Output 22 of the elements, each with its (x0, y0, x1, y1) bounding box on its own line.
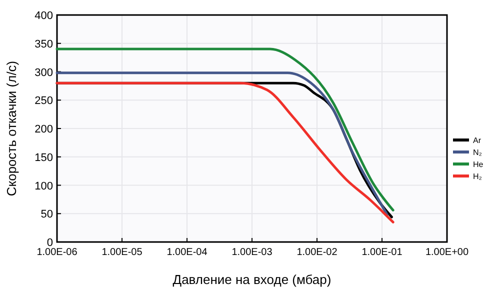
y-tick-label: 250 (34, 95, 53, 108)
x-tick-label: 1.00E-02 (296, 247, 338, 258)
legend-label: He (473, 160, 484, 169)
legend-label: Ar (473, 136, 482, 145)
y-tick-label: 300 (34, 66, 53, 79)
y-tick-label: 100 (34, 180, 53, 192)
x-tick-label: 1.00E-04 (166, 247, 208, 258)
x-tick-label: 1.00E-05 (102, 247, 143, 258)
legend-label: N₂ (473, 148, 482, 157)
x-tick-label: 1.00E+00 (425, 247, 469, 258)
y-tick-label: 200 (34, 124, 53, 136)
y-tick-label: 50 (40, 208, 53, 221)
y-tick-label: 0 (46, 237, 53, 249)
legend-label: H₂ (473, 172, 482, 181)
x-tick-label: 1.00E-01 (362, 247, 403, 258)
y-axis-title: Скорость откачки (л/с) (4, 60, 19, 196)
x-tick-label: 1.00E-06 (36, 247, 78, 258)
y-tick-label: 400 (34, 10, 53, 22)
y-tick-label: 150 (34, 152, 53, 164)
x-tick-label: 1.00E-03 (232, 247, 273, 258)
x-axis-title: Давление на входе (мбар) (172, 272, 332, 287)
y-tick-label: 350 (34, 38, 53, 50)
